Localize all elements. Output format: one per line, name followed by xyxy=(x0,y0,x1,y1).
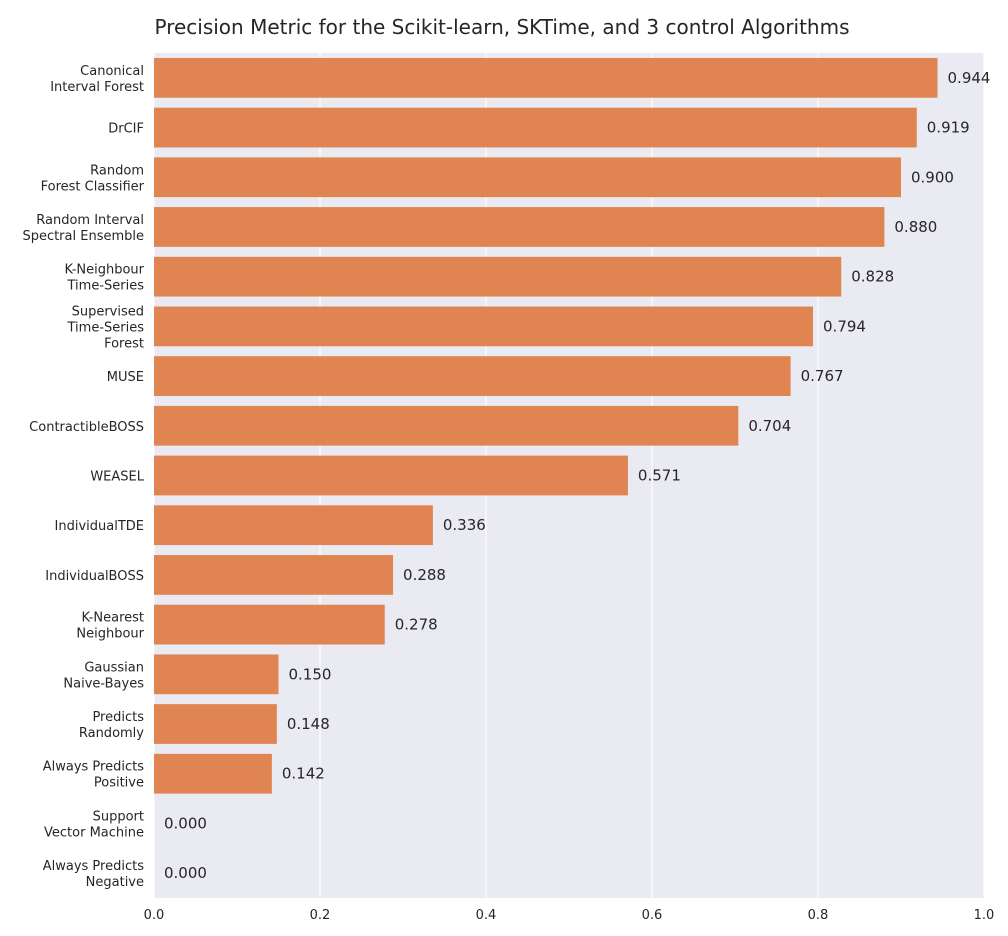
bar-value-label: 0.278 xyxy=(395,616,438,634)
bar-value-label: 0.828 xyxy=(851,268,894,286)
bar-value-label: 0.944 xyxy=(948,69,991,87)
x-tick-label: 0.8 xyxy=(808,908,829,923)
category-label: Gaussian Naive-Bayes xyxy=(63,660,144,691)
category-label: IndividualTDE xyxy=(55,519,144,534)
category-label: Random Interval Spectral Ensemble xyxy=(22,213,144,244)
bar xyxy=(154,256,842,297)
category-label: Predicts Randomly xyxy=(79,710,144,741)
x-tick-label: 0.2 xyxy=(310,908,331,923)
bar xyxy=(154,455,628,496)
bars xyxy=(154,57,938,794)
bar xyxy=(154,505,433,546)
x-tick-label: 0.6 xyxy=(642,908,663,923)
category-label: Always Predicts Positive xyxy=(43,760,144,791)
bar-value-label: 0.794 xyxy=(823,317,866,335)
bar xyxy=(154,405,739,446)
category-label: Support Vector Machine xyxy=(44,809,144,840)
bar xyxy=(154,704,277,744)
category-label: DrCIF xyxy=(108,122,144,137)
category-label: K-Neighbour Time-Series xyxy=(65,263,145,294)
bar-value-label: 0.571 xyxy=(638,467,681,485)
bar-value-label: 0.000 xyxy=(164,814,207,832)
bar-value-label: 0.336 xyxy=(443,516,486,534)
bar-value-label: 0.148 xyxy=(287,715,330,733)
chart-title: Precision Metric for the Scikit-learn, S… xyxy=(154,15,849,39)
bar xyxy=(154,654,279,695)
bar-value-label: 0.704 xyxy=(748,417,791,435)
bar xyxy=(154,356,791,396)
category-label: Supervised Time-Series Forest xyxy=(67,304,145,351)
category-label: Random Forest Classifier xyxy=(41,163,145,194)
category-label: Always Predicts Negative xyxy=(43,859,144,890)
bar-value-label: 0.880 xyxy=(894,218,937,236)
x-tick-label: 1.0 xyxy=(974,908,995,923)
category-label: Canonical Interval Forest xyxy=(50,64,144,95)
bar-value-label: 0.767 xyxy=(801,367,844,385)
bar-value-label: 0.288 xyxy=(403,566,446,584)
bar-value-label: 0.142 xyxy=(282,765,325,783)
bar-value-label: 0.000 xyxy=(164,864,207,882)
x-axis-ticks: 0.0 0.2 0.4 0.6 0.8 1.0 xyxy=(144,908,995,923)
bar-value-label: 0.919 xyxy=(927,119,970,137)
bar xyxy=(154,306,814,347)
bar xyxy=(154,207,885,247)
bar-value-label: 0.900 xyxy=(911,168,954,186)
category-label: ContractibleBOSS xyxy=(29,420,144,435)
category-label: K-Nearest Neighbour xyxy=(76,611,144,642)
bar xyxy=(154,107,917,148)
bar xyxy=(154,57,938,98)
x-tick-label: 0.0 xyxy=(144,908,165,923)
value-labels: 0.944 0.919 0.900 0.880 0.828 0.794 0.767 0.704… xyxy=(164,69,990,882)
category-label: WEASEL xyxy=(90,470,144,485)
category-labels: Canonical Interval Forest DrCIF Random Fores… xyxy=(22,64,144,890)
x-tick-label: 0.4 xyxy=(476,908,497,923)
category-label: IndividualBOSS xyxy=(45,569,144,584)
bar xyxy=(154,157,901,198)
bar-value-label: 0.150 xyxy=(289,665,332,683)
category-label: MUSE xyxy=(107,370,144,385)
bar xyxy=(154,604,385,645)
bar xyxy=(154,753,272,794)
bar xyxy=(154,555,394,595)
